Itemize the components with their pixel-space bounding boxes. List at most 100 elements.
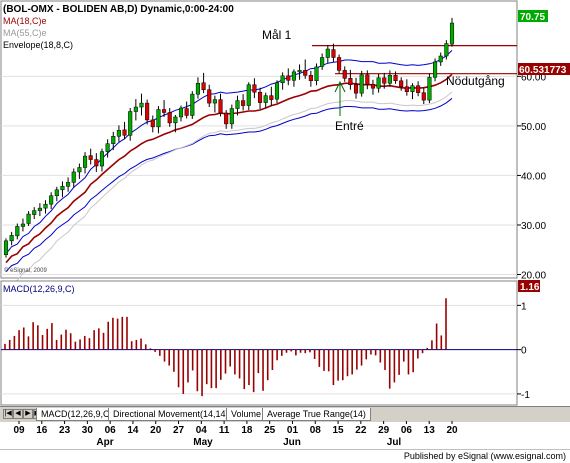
x-month-label: May xyxy=(193,437,213,448)
candle-body xyxy=(207,89,212,104)
candle-body xyxy=(438,55,443,63)
candle-body xyxy=(156,109,161,128)
candle-body xyxy=(370,83,376,89)
price-tick-label: 40.00 xyxy=(521,171,546,182)
x-tick-label: 13 xyxy=(424,425,436,436)
x-tick-label: 01 xyxy=(287,425,299,436)
price-panel xyxy=(0,0,518,279)
candle-body xyxy=(82,155,88,168)
candle-body xyxy=(133,106,138,112)
candle-body xyxy=(49,195,54,205)
x-month-label: Jul xyxy=(387,437,402,448)
tab-prev-icon[interactable]: ◀ xyxy=(13,409,23,419)
candle-body xyxy=(26,213,31,224)
macd-panel xyxy=(0,280,518,406)
x-tick-label: 20 xyxy=(446,425,458,436)
stop-annotation: Nödutgång xyxy=(446,74,505,88)
tab-first-icon[interactable]: |◀ xyxy=(3,409,13,419)
candle-body xyxy=(444,43,449,57)
candle-body xyxy=(274,82,280,100)
candle-body xyxy=(303,70,308,76)
level-lines xyxy=(312,44,517,75)
x-tick-label: 30 xyxy=(82,425,94,436)
tab-directional-movement[interactable]: Directional Movement(14,14) xyxy=(108,408,234,421)
candle-body xyxy=(116,130,121,137)
candle-body xyxy=(20,223,25,227)
candle-body xyxy=(399,80,404,87)
candle-body xyxy=(359,74,364,94)
candle-body xyxy=(60,186,65,191)
x-tick-label: 29 xyxy=(378,425,390,436)
x-tick-label: 20 xyxy=(150,425,162,436)
price-tick-label: 60.00 xyxy=(521,72,546,83)
candle-body xyxy=(77,167,82,173)
candle-body xyxy=(393,75,398,82)
candle-body xyxy=(94,159,99,167)
candle-body xyxy=(37,207,42,211)
candle-body xyxy=(387,75,392,84)
footer: Published by eSignal (www.esignal.com) xyxy=(0,449,570,463)
candle-body xyxy=(128,111,133,136)
candle-body xyxy=(167,112,172,124)
level-label: 60.531773 xyxy=(519,65,567,76)
candle-body xyxy=(32,210,37,215)
x-tick-label: 11 xyxy=(219,425,230,436)
candle-body xyxy=(337,57,342,71)
candle-body xyxy=(342,70,347,79)
tab-macd[interactable]: MACD(12,26,9,C) xyxy=(36,408,118,421)
x-tick-label: 04 xyxy=(196,425,208,436)
target-annotation: Mål 1 xyxy=(262,28,292,42)
candle-body xyxy=(229,108,234,125)
candle-body xyxy=(145,102,150,121)
candle-body xyxy=(178,107,184,118)
macd-last-badge xyxy=(518,280,540,292)
candle-body xyxy=(99,151,105,167)
macd-axis-ticks: 1 0 -1 xyxy=(517,301,530,401)
candle-body xyxy=(416,85,421,93)
last-price-badge xyxy=(518,10,548,22)
candle-body xyxy=(9,235,14,242)
last-price-label: 70.75 xyxy=(520,12,545,23)
candle-body xyxy=(433,61,438,78)
candle-body xyxy=(162,109,167,113)
candle-body xyxy=(218,99,223,114)
candle-body xyxy=(449,22,455,45)
tab-next-icon[interactable]: ▶ xyxy=(23,409,33,419)
candle-body xyxy=(201,82,206,90)
macd-tick-label: -1 xyxy=(521,390,530,401)
candle-body xyxy=(150,119,155,128)
envelope-upper xyxy=(5,50,453,255)
candle-body xyxy=(286,75,291,81)
candle-body xyxy=(173,116,178,124)
candle-body xyxy=(184,108,189,116)
envelope-legend: Envelope(18,8,C) xyxy=(3,40,73,50)
candle-body xyxy=(427,77,432,101)
tab-average-true-range[interactable]: Average True Range(14) xyxy=(262,408,371,421)
x-tick-label: 08 xyxy=(310,425,322,436)
candle-body xyxy=(263,95,268,103)
candle-body xyxy=(43,203,48,209)
candle-body xyxy=(241,100,246,106)
x-tick-label: 06 xyxy=(105,425,117,436)
x-tick-label: 16 xyxy=(36,425,48,436)
candle-body xyxy=(88,155,93,160)
candle-body xyxy=(376,77,381,89)
entry-arrow xyxy=(334,80,346,116)
tab-volume[interactable]: Volume xyxy=(226,408,267,421)
chart-canvas: 60.00 50.00 40.00 30.00 20.00 (BOL-OMX - BOL… xyxy=(0,0,570,406)
candle-body xyxy=(353,84,359,94)
macd-tick-label: 0 xyxy=(521,346,527,357)
macd-last-label: 1.16 xyxy=(520,282,540,293)
macd-tick-label: 1 xyxy=(521,301,527,312)
chart-title: (BOL-OMX - BOLIDEN AB,D) Dynamic,0:00-24… xyxy=(3,4,234,15)
x-tick-label: 23 xyxy=(59,425,71,436)
candle-body xyxy=(308,75,313,82)
candle-body xyxy=(246,84,251,106)
candle-body xyxy=(280,75,285,84)
candle-body xyxy=(258,91,263,103)
x-tick-label: 14 xyxy=(127,425,139,436)
candle-body xyxy=(314,66,319,82)
price-tick-label: 50.00 xyxy=(521,122,546,133)
candle-body xyxy=(66,182,71,187)
candlesticks xyxy=(3,17,455,258)
